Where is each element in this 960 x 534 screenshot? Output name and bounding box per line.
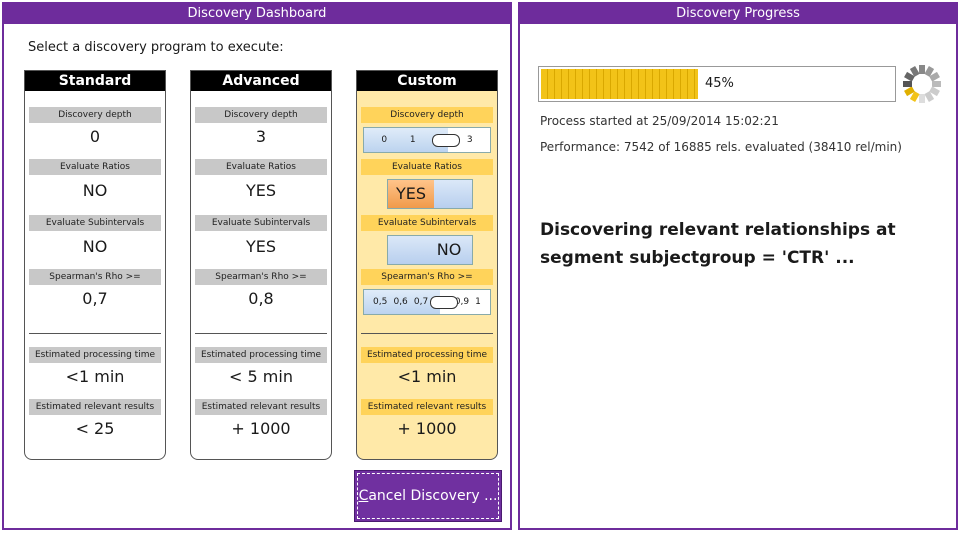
cancel-discovery-button[interactable]: Cancel Discovery ... (354, 470, 502, 522)
progress-percent: 45% (705, 76, 734, 91)
card-title: Custom (357, 71, 497, 91)
subintervals-value: YES (245, 237, 277, 256)
time-label: Estimated processing time (361, 347, 493, 363)
tick-label: 0,6 (393, 297, 408, 307)
results-value: < 25 (75, 419, 115, 438)
select-prompt: Select a discovery program to execute: (28, 40, 284, 55)
depth-value: 3 (255, 127, 267, 146)
tick-label: 0,5 (373, 297, 388, 307)
progress-fill (541, 69, 698, 99)
tick-label: 3 (466, 135, 473, 145)
progress-bar: 45% (538, 66, 896, 102)
slider-fill (364, 290, 440, 314)
slider-ticks: 0,5 0,6 0,7 0,8 0,9 1 (364, 290, 490, 314)
cancel-button-label: ancel Discovery ... (368, 488, 498, 504)
rho-label: Spearman's Rho >= (195, 269, 327, 285)
divider (29, 333, 161, 334)
depth-label: Discovery depth (361, 107, 493, 123)
tick-label: 0,7 (413, 297, 429, 307)
slider-thumb[interactable] (430, 296, 458, 309)
time-value: < 5 min (229, 367, 293, 386)
depth-label: Discovery depth (29, 107, 161, 123)
rho-value: 0,7 (82, 289, 108, 308)
ratios-label: Evaluate Ratios (195, 159, 327, 175)
tick-label: 0,9 (454, 297, 470, 307)
tick-label: 1 (475, 297, 481, 307)
progress-title: Discovery Progress (520, 4, 956, 24)
performance-text: Performance: 7542 of 16885 rels. evaluat… (540, 140, 902, 154)
status-line: Discovering relevant relationships at (540, 220, 896, 240)
slider-ticks: 0 1 2 3 (364, 128, 490, 152)
results-label: Estimated relevant results (361, 399, 493, 415)
discovery-dashboard-panel: Discovery Dashboard Select a discovery p… (2, 2, 512, 530)
ratios-label: Evaluate Ratios (29, 159, 161, 175)
depth-slider[interactable]: 0 1 2 3 (363, 127, 491, 153)
results-label: Estimated relevant results (29, 399, 161, 415)
program-card-standard[interactable]: Standard Discovery depth 0 Evaluate Rati… (24, 70, 166, 460)
program-card-advanced[interactable]: Advanced Discovery depth 3 Evaluate Rati… (190, 70, 332, 460)
status-line: segment subjectgroup = 'CTR' ... (540, 248, 855, 268)
time-value: <1 min (397, 367, 457, 386)
card-title: Advanced (191, 71, 331, 91)
time-value: <1 min (65, 367, 125, 386)
program-card-custom[interactable]: Custom Discovery depth 0 1 2 3 Evaluate … (356, 70, 498, 460)
toggle-knob: YES (388, 180, 434, 208)
results-label: Estimated relevant results (195, 399, 327, 415)
rho-label: Spearman's Rho >= (361, 269, 493, 285)
depth-label: Discovery depth (195, 107, 327, 123)
discovery-progress-panel: Discovery Progress 45% Process started a… (518, 2, 958, 530)
slider-thumb[interactable] (432, 134, 460, 147)
tick-label: 1 (409, 135, 416, 145)
ratios-toggle[interactable]: YES (387, 179, 473, 209)
subintervals-label: Evaluate Subintervals (195, 215, 327, 231)
subintervals-label: Evaluate Subintervals (29, 215, 161, 231)
subintervals-toggle[interactable]: NO (387, 235, 473, 265)
time-label: Estimated processing time (29, 347, 161, 363)
toggle-knob: NO (436, 240, 462, 259)
depth-value: 0 (89, 127, 101, 146)
status-message: Discovering relevant relationships at se… (540, 216, 940, 272)
results-value: + 1000 (231, 419, 291, 438)
card-title: Standard (25, 71, 165, 91)
rho-label: Spearman's Rho >= (29, 269, 161, 285)
ratios-value: NO (82, 181, 108, 200)
subintervals-value: NO (82, 237, 108, 256)
dashboard-title: Discovery Dashboard (4, 4, 510, 24)
divider (361, 333, 493, 334)
rho-slider[interactable]: 0,5 0,6 0,7 0,8 0,9 1 (363, 289, 491, 315)
ratios-value: YES (245, 181, 277, 200)
time-label: Estimated processing time (195, 347, 327, 363)
process-started-text: Process started at 25/09/2014 15:02:21 (540, 114, 779, 128)
loading-spinner-icon (903, 65, 941, 103)
divider (195, 333, 327, 334)
rho-value: 0,8 (248, 289, 274, 308)
accelerator-key: C (358, 488, 369, 504)
tick-label: 0 (381, 135, 388, 145)
subintervals-label: Evaluate Subintervals (361, 215, 493, 231)
results-value: + 1000 (397, 419, 457, 438)
ratios-label: Evaluate Ratios (361, 159, 493, 175)
